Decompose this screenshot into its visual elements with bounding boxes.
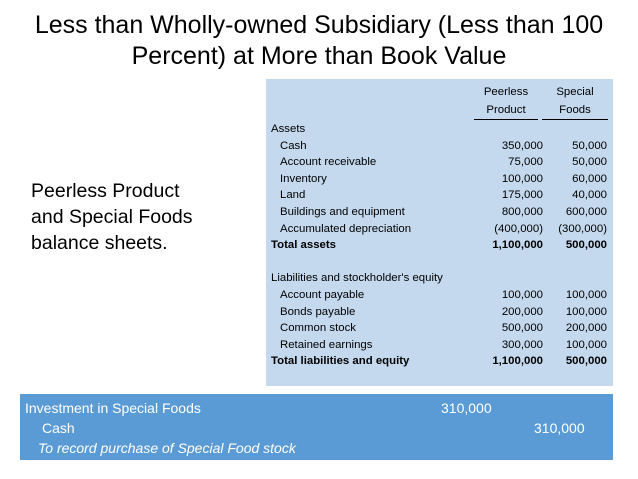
column-header-peerless-line2: Product — [474, 101, 538, 120]
row-label: Assets — [271, 123, 306, 135]
table-row: Accumulated depreciation (400,000) (300,… — [266, 221, 613, 238]
special-foods-value: 100,000 — [565, 305, 607, 318]
row-label: Account receivable — [280, 156, 377, 169]
peerless-value: 800,000 — [501, 206, 543, 218]
peerless-value: 75,000 — [508, 156, 543, 169]
peerless-value: 100,000 — [501, 172, 543, 185]
row-label: Bonds payable — [280, 305, 356, 318]
row-label: Common stock — [280, 322, 356, 335]
special-foods-value: 500,000 — [565, 355, 607, 368]
peerless-value: 300,000 — [501, 338, 543, 351]
table-row: Assets — [266, 121, 613, 138]
special-foods-value: 500,000 — [565, 239, 607, 252]
row-label: Retained earnings — [280, 338, 373, 351]
special-foods-value: 50,000 — [572, 139, 607, 152]
table-row-total: Total assets 1,100,000 500,000 — [266, 237, 613, 254]
table-row: Land 175,000 40,000 — [266, 187, 613, 204]
peerless-value: 1,100,000 — [492, 355, 543, 368]
journal-memo: To record purchase of Special Food stock — [38, 440, 296, 456]
special-foods-value: 60,000 — [572, 172, 607, 185]
table-row: Cash 350,000 50,000 — [266, 138, 613, 155]
peerless-value: 200,000 — [501, 305, 543, 318]
table-row: Account payable 100,000 100,000 — [266, 287, 613, 304]
column-header-special-line1: Special — [556, 86, 594, 98]
row-label: Accumulated depreciation — [280, 222, 412, 235]
table-row: Common stock 500,000 200,000 — [266, 320, 613, 337]
column-header-peerless-line1: Peerless — [483, 86, 529, 98]
journal-debit-line: Investment in Special Foods 310,000 — [20, 398, 613, 418]
slide-title: Less than Wholly-owned Subsidiary (Less … — [34, 11, 604, 70]
table-row: Buildings and equipment 800,000 600,000 — [266, 204, 613, 221]
row-label: Land — [280, 189, 306, 202]
peerless-value: 175,000 — [501, 189, 543, 202]
peerless-value: 1,100,000 — [492, 239, 543, 252]
table-row-total: Total liabilities and equity 1,100,000 5… — [266, 353, 613, 370]
table-row: Inventory 100,000 60,000 — [266, 171, 613, 188]
row-label: Liabilities and stockholder's equity — [271, 272, 443, 285]
journal-credit-line: Cash 310,000 — [20, 418, 613, 438]
slide-subtitle: Peerless Product and Special Foods balan… — [31, 180, 193, 254]
table-row: Bonds payable 200,000 100,000 — [266, 304, 613, 321]
peerless-value: 500,000 — [501, 322, 543, 335]
column-header-special-foods: Special Foods — [542, 83, 608, 120]
special-foods-value: 600,000 — [565, 206, 607, 218]
row-label: Total assets — [271, 239, 336, 252]
table-row: Liabilities and stockholder's equity — [266, 270, 613, 287]
row-label: Total liabilities and equity — [271, 355, 410, 368]
column-header-peerless: Peerless Product — [474, 83, 538, 120]
special-foods-value: 100,000 — [565, 289, 607, 301]
special-foods-value: 50,000 — [572, 156, 607, 169]
special-foods-value: 100,000 — [565, 338, 607, 351]
special-foods-value: (300,000) — [558, 222, 607, 235]
debit-amount: 310,000 — [441, 400, 492, 416]
row-label: Buildings and equipment — [280, 206, 405, 218]
column-header-special-line2: Foods — [559, 104, 591, 116]
table-row: Retained earnings 300,000 100,000 — [266, 337, 613, 354]
peerless-value: 100,000 — [501, 289, 543, 301]
credit-account: Cash — [42, 420, 75, 436]
row-label: Account payable — [280, 289, 365, 301]
table-row: Account receivable 75,000 50,000 — [266, 154, 613, 171]
peerless-value: (400,000) — [494, 222, 543, 235]
row-label: Inventory — [280, 172, 327, 185]
peerless-value: 350,000 — [501, 139, 543, 152]
special-foods-value: 40,000 — [572, 189, 607, 202]
journal-entry-box: Investment in Special Foods 310,000 Cash… — [20, 394, 613, 460]
journal-memo-line: To record purchase of Special Food stock — [20, 438, 613, 458]
row-label: Cash — [280, 139, 307, 152]
credit-amount: 310,000 — [534, 420, 585, 436]
special-foods-value: 200,000 — [565, 322, 607, 335]
debit-account: Investment in Special Foods — [25, 400, 201, 416]
balance-sheet-table: Peerless Product Special Foods Assets Ca… — [266, 79, 613, 386]
